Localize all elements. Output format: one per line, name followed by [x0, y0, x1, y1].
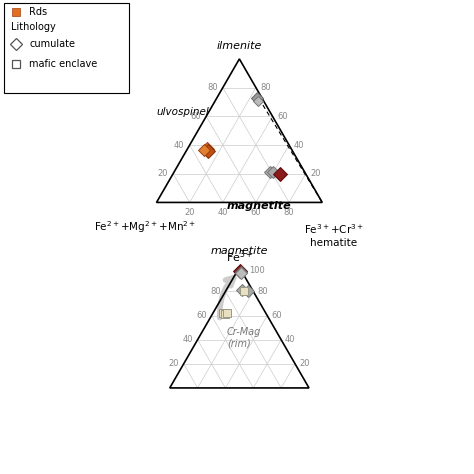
Text: 80: 80 — [284, 208, 294, 217]
Text: 80: 80 — [261, 83, 271, 92]
Text: 80: 80 — [257, 287, 268, 296]
Text: Cr-Mag
(rim): Cr-Mag (rim) — [227, 327, 261, 348]
Text: 100: 100 — [249, 265, 265, 274]
Text: 80: 80 — [210, 287, 221, 296]
Text: mafic enclave: mafic enclave — [29, 58, 98, 69]
Text: 40: 40 — [182, 335, 193, 344]
Text: 40: 40 — [174, 140, 184, 149]
FancyBboxPatch shape — [4, 3, 129, 93]
Text: 60: 60 — [271, 311, 282, 320]
Text: 40: 40 — [294, 140, 304, 149]
Text: 20: 20 — [169, 359, 179, 368]
Text: cumulate: cumulate — [29, 38, 75, 49]
Text: 60: 60 — [277, 112, 288, 121]
Text: magnetite: magnetite — [210, 246, 268, 256]
Text: Lithology: Lithology — [10, 21, 55, 32]
Text: 20: 20 — [157, 169, 168, 178]
Text: ulvospinel: ulvospinel — [157, 107, 210, 117]
Text: 40: 40 — [218, 208, 228, 217]
Text: 20: 20 — [310, 169, 321, 178]
Text: ilmenite: ilmenite — [217, 41, 262, 51]
Text: 20: 20 — [184, 208, 195, 217]
Text: 60: 60 — [191, 112, 201, 121]
Text: 60: 60 — [251, 208, 261, 217]
Text: Fe$^{3+}$: Fe$^{3+}$ — [226, 248, 253, 264]
Text: 40: 40 — [285, 335, 296, 344]
Text: Rds: Rds — [29, 7, 47, 18]
Text: 20: 20 — [299, 359, 310, 368]
Text: magnetite: magnetite — [227, 201, 292, 211]
Text: Fe$^{2+}$+Mg$^{2+}$+Mn$^{2+}$: Fe$^{2+}$+Mg$^{2+}$+Mn$^{2+}$ — [94, 219, 196, 235]
Text: 80: 80 — [207, 83, 218, 92]
Text: 60: 60 — [197, 311, 207, 320]
Text: Fe$^{3+}$+Cr$^{3+}$
hematite: Fe$^{3+}$+Cr$^{3+}$ hematite — [304, 222, 364, 248]
